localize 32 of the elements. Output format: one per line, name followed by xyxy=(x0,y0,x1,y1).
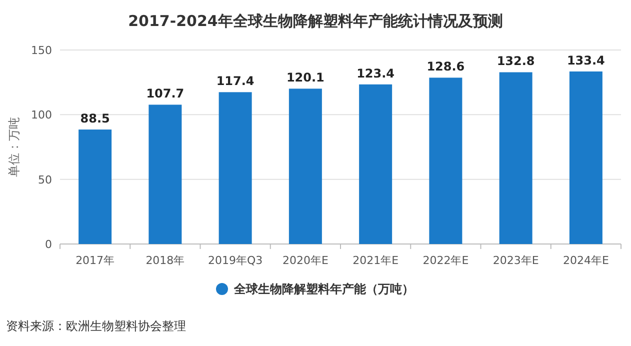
data-label: 123.4 xyxy=(356,66,395,80)
data-label: 107.7 xyxy=(146,86,184,101)
bar xyxy=(429,78,462,244)
x-tick-label: 2023年E xyxy=(492,254,539,267)
data-label: 128.6 xyxy=(426,60,465,74)
x-tick-label: 2024年E xyxy=(562,254,609,267)
legend-label: 全球生物降解塑料年产能（万吨） xyxy=(233,282,414,296)
data-label: 133.4 xyxy=(566,53,605,68)
x-tick-label: 2021年E xyxy=(352,254,399,267)
bar xyxy=(359,84,392,244)
bar xyxy=(569,71,602,244)
data-label: 88.5 xyxy=(80,112,110,126)
y-axis-title: 单位：万吨 xyxy=(7,117,21,177)
y-tick-label: 150 xyxy=(31,44,52,57)
x-tick-label: 2019年Q3 xyxy=(208,254,263,267)
x-tick-label: 2022年E xyxy=(422,254,469,267)
data-label: 132.8 xyxy=(496,54,535,68)
x-tick-label: 2020年E xyxy=(282,254,328,267)
y-tick-label: 50 xyxy=(38,173,52,186)
bar xyxy=(218,92,252,244)
bar xyxy=(288,88,322,244)
chart-title: 2017-2024年全球生物降解塑料年产能统计情况及预测 xyxy=(128,12,503,30)
bar xyxy=(148,104,182,244)
x-tick-label: 2018年 xyxy=(146,254,185,267)
y-tick-label: 100 xyxy=(31,108,52,122)
data-label: 117.4 xyxy=(216,74,254,88)
data-label: 120.1 xyxy=(286,70,324,85)
text: 资料来源：欧洲生物塑料协会整理 xyxy=(6,319,186,333)
x-tick-label: 2017年 xyxy=(76,254,115,267)
bar xyxy=(78,130,112,244)
y-tick-label: 0 xyxy=(45,238,52,251)
bar xyxy=(499,72,532,244)
